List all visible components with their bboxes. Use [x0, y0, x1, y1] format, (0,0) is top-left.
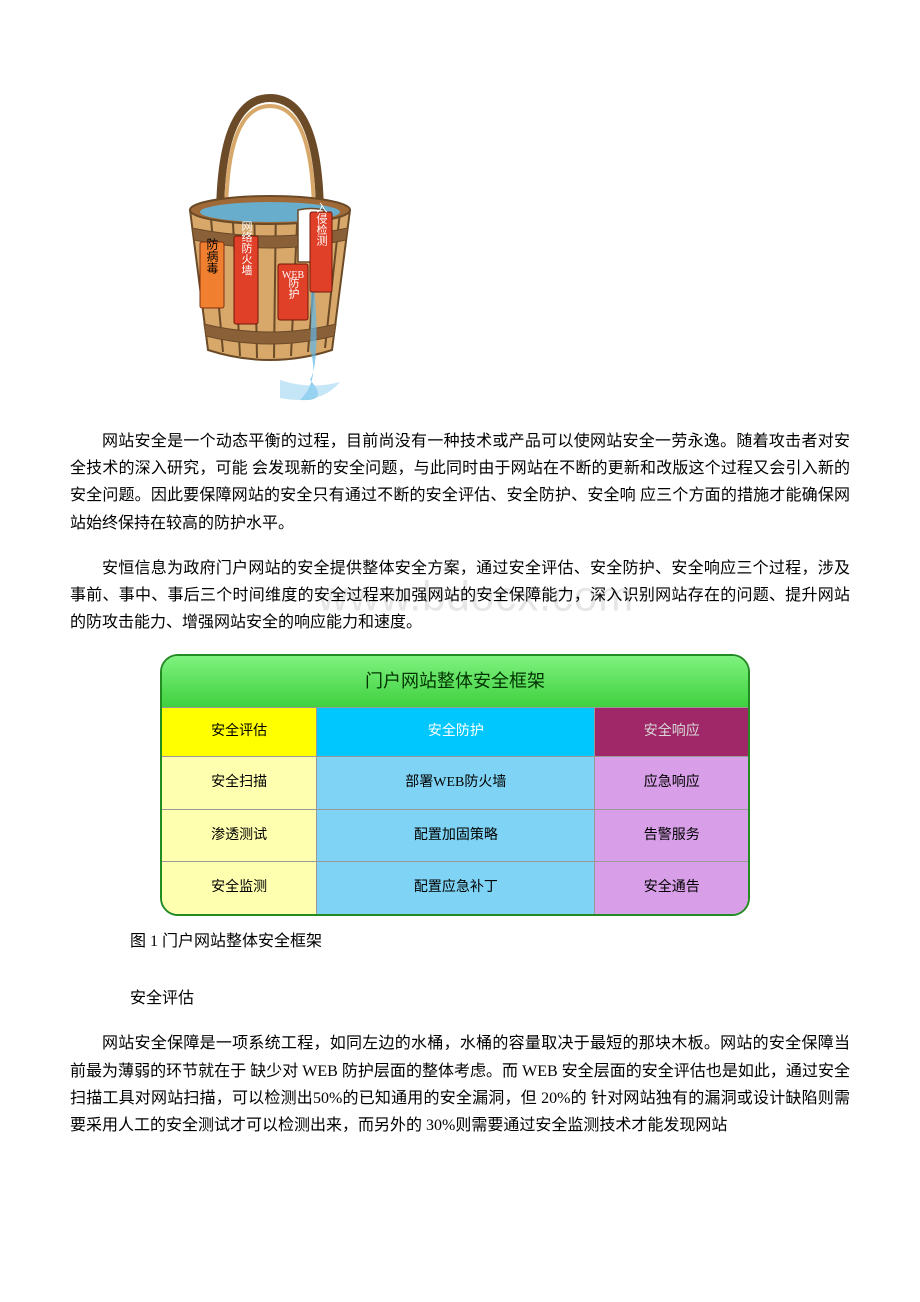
- framework-cell-r1-c1: 配置加固策略: [317, 809, 595, 862]
- bucket-illustration: 防病毒 网络防火墙 入侵检测 WEB 防护: [160, 80, 850, 410]
- framework-col-header-1: 安全防护: [317, 707, 595, 756]
- framework-cell-r0-c1: 部署WEB防火墙: [317, 756, 595, 809]
- svg-text:防护: 防护: [287, 276, 300, 300]
- paragraph-2: www.bdocx.com 安恒信息为政府门户网站的安全提供整体安全方案，通过安…: [70, 555, 850, 637]
- svg-text:防病毒: 防病毒: [205, 237, 219, 275]
- bucket-label-right1: 入侵检测: [310, 202, 332, 292]
- framework-cell-r0-c2: 应急响应: [595, 756, 748, 809]
- framework-col-header-2: 安全响应: [595, 707, 748, 756]
- paragraph-3: 网站安全保障是一项系统工程，如同左边的水桶，水桶的容量取决于最短的那块木板。网站…: [70, 1030, 850, 1139]
- framework-cell-r2-c1: 配置应急补丁: [317, 861, 595, 914]
- framework-cell-r1-c2: 告警服务: [595, 809, 748, 862]
- bucket-svg: 防病毒 网络防火墙 入侵检测 WEB 防护: [160, 80, 380, 410]
- section-title: 安全评估: [130, 985, 850, 1012]
- bucket-label-mid: 网络防火墙: [234, 221, 258, 325]
- framework-col-header-0: 安全评估: [162, 707, 317, 756]
- bucket-label-left: 防病毒: [200, 237, 224, 308]
- framework-title: 门户网站整体安全框架: [162, 656, 748, 707]
- framework-cell-r0-c0: 安全扫描: [162, 756, 317, 809]
- framework-cell-r2-c0: 安全监测: [162, 861, 317, 914]
- svg-text:网络防火墙: 网络防火墙: [240, 221, 253, 277]
- framework-cell-r1-c0: 渗透测试: [162, 809, 317, 862]
- svg-text:入侵检测: 入侵检测: [315, 202, 328, 247]
- framework-diagram: 门户网站整体安全框架 安全评估安全防护安全响应安全扫描部署WEB防火墙应急响应渗…: [160, 654, 850, 916]
- bucket-label-right2: WEB 防护: [278, 264, 308, 320]
- paragraph-1: 网站安全是一个动态平衡的过程，目前尚没有一种技术或产品可以使网站安全一劳永逸。随…: [70, 428, 850, 537]
- figure-caption: 图 1 门户网站整体安全框架: [130, 928, 850, 955]
- framework-cell-r2-c2: 安全通告: [595, 861, 748, 914]
